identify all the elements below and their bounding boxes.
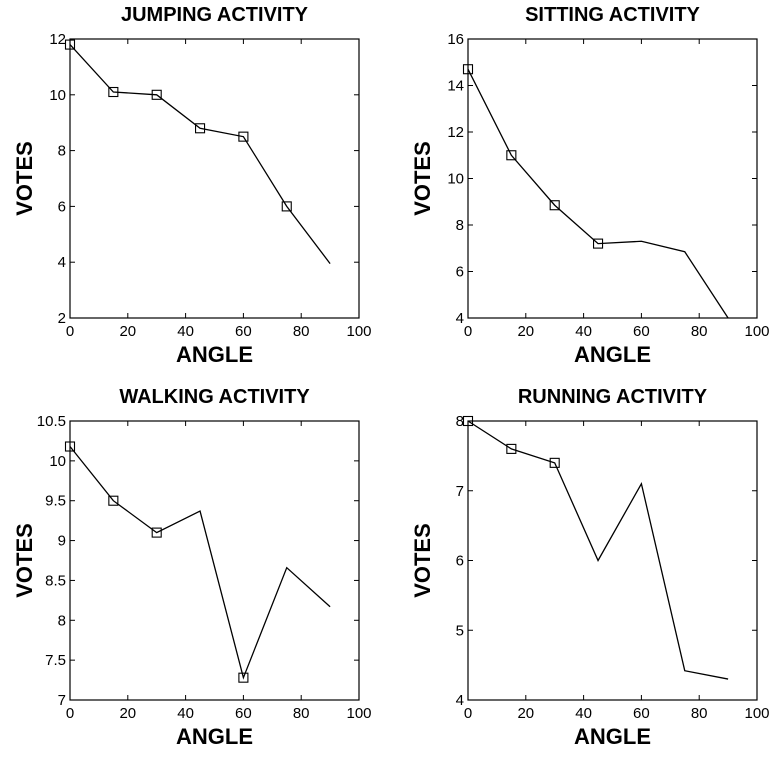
y-tick-label: 2 [58, 310, 66, 327]
data-point-marker [462, 415, 474, 427]
data-point-marker [151, 89, 162, 100]
data-point-marker [549, 200, 560, 211]
axes-frame [467, 420, 758, 701]
x-tick-label: 20 [517, 705, 534, 722]
x-tick-label: 60 [235, 705, 252, 722]
y-tick-label: 7.5 [45, 652, 66, 669]
series-line [467, 68, 729, 319]
x-tick-label: 60 [235, 323, 252, 340]
chart-panel-3: RUNNING ACTIVITY 0 20 40 60 80 100 4 5 6 7 8 ANGLE VO… [410, 386, 770, 749]
x-tick-label: 20 [517, 323, 534, 340]
y-tick-label: 9.5 [45, 493, 66, 510]
x-tick-label: 40 [177, 323, 194, 340]
y-axis-label: VOTES [12, 523, 37, 598]
y-axis-label: VOTES [410, 523, 435, 598]
y-tick-label: 12 [447, 124, 464, 141]
chart-title: RUNNING ACTIVITY [518, 386, 708, 408]
x-tick-label: 40 [575, 323, 592, 340]
x-tick-label: 100 [346, 323, 371, 340]
x-axis-label: ANGLE [574, 724, 651, 749]
x-tick-label: 100 [744, 323, 769, 340]
data-point-marker [549, 457, 560, 468]
y-tick-label: 8 [456, 413, 464, 430]
data-point-marker [238, 131, 249, 142]
x-axis-label: ANGLE [176, 724, 253, 749]
data-point-marker [462, 64, 474, 75]
x-tick-label: 0 [66, 705, 74, 722]
data-point-marker [238, 672, 249, 683]
series-line [69, 44, 331, 264]
x-tick-label: 100 [744, 705, 769, 722]
x-tick-label: 80 [691, 705, 708, 722]
x-tick-label: 0 [66, 323, 74, 340]
chart-panel-0: JUMPING ACTIVITY 0 20 40 60 80 100 2 4 6 8 10 12 ANGL… [12, 4, 372, 367]
chart-panel-2: WALKING ACTIVITY 0 20 40 60 80 100 7 7.5 8 8.5 9 9.5… [12, 386, 372, 749]
x-tick-label: 0 [464, 323, 472, 340]
x-tick-label: 80 [293, 705, 310, 722]
series-line [69, 446, 331, 680]
y-tick-label: 10 [49, 453, 66, 470]
data-point-marker [195, 123, 206, 134]
axes-frame [467, 38, 758, 319]
y-tick-label: 14 [447, 78, 464, 95]
data-point-marker [151, 527, 162, 538]
y-axis-label: VOTES [410, 141, 435, 216]
data-point-marker [108, 495, 119, 506]
data-point-marker [108, 86, 119, 98]
y-tick-label: 8 [58, 612, 66, 629]
y-tick-label: 8 [58, 143, 66, 160]
x-axis-label: ANGLE [574, 342, 651, 367]
y-tick-label: 4 [58, 254, 66, 271]
y-tick-label: 8.5 [45, 572, 66, 589]
x-tick-label: 100 [346, 705, 371, 722]
y-tick-label: 6 [58, 198, 66, 215]
y-tick-label: 16 [447, 31, 464, 48]
data-point-marker [281, 201, 292, 212]
y-tick-label: 10 [447, 171, 464, 188]
x-tick-label: 20 [119, 323, 136, 340]
y-tick-label: 10 [49, 87, 66, 104]
y-tick-label: 8 [456, 217, 464, 234]
chart-panel-1: SITTING ACTIVITY 0 20 40 60 80 100 4 6 8 10 12 14 16 A… [410, 4, 770, 367]
y-tick-label: 5 [456, 622, 464, 639]
x-tick-label: 60 [633, 323, 650, 340]
x-tick-label: 80 [691, 323, 708, 340]
x-tick-label: 80 [293, 323, 310, 340]
data-point-marker [506, 150, 517, 161]
axes-frame [69, 420, 360, 701]
x-tick-label: 40 [177, 705, 194, 722]
x-tick-label: 40 [575, 705, 592, 722]
data-point-marker [506, 443, 517, 454]
chart-title: WALKING ACTIVITY [119, 386, 310, 408]
y-tick-label: 7 [58, 692, 66, 709]
x-tick-label: 20 [119, 705, 136, 722]
x-axis-label: ANGLE [176, 342, 253, 367]
y-tick-label: 6 [456, 264, 464, 281]
data-point-marker [592, 238, 604, 249]
y-tick-label: 10.5 [37, 413, 66, 430]
data-point-marker [64, 441, 76, 452]
y-tick-label: 4 [456, 310, 464, 327]
y-tick-label: 6 [456, 553, 464, 570]
chart-title: SITTING ACTIVITY [525, 4, 700, 26]
axes-frame [69, 38, 360, 319]
y-tick-label: 12 [49, 31, 66, 48]
x-tick-label: 60 [633, 705, 650, 722]
y-tick-label: 4 [456, 692, 464, 709]
data-point-marker [64, 39, 76, 50]
x-tick-label: 0 [464, 705, 472, 722]
series-line [467, 420, 729, 680]
y-tick-label: 9 [58, 533, 66, 550]
y-tick-label: 7 [456, 483, 464, 500]
chart-title: JUMPING ACTIVITY [121, 4, 309, 26]
y-axis-label: VOTES [12, 141, 37, 216]
